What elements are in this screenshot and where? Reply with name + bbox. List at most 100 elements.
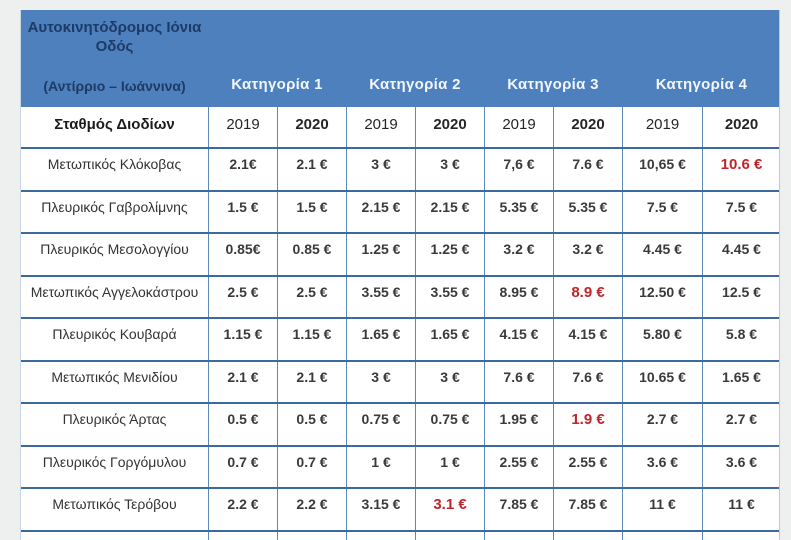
toll-value: 7.85 € bbox=[553, 489, 622, 530]
toll-value: 3.55 € bbox=[415, 276, 484, 317]
toll-value: 12.50 € bbox=[622, 276, 702, 317]
station-name: Μετωπικός Κλόκοβας bbox=[47, 156, 182, 172]
year-header-2020: 2020 bbox=[277, 107, 346, 147]
toll-value: 1.65 € bbox=[702, 361, 779, 402]
toll-value: 4.45 € bbox=[702, 234, 779, 275]
toll-value: 3 € bbox=[346, 149, 415, 190]
motorway-route: (Αντίρριο – Ιωάννινα) bbox=[43, 78, 186, 94]
toll-value: 7,6 € bbox=[484, 149, 553, 190]
toll-value: 3.2 € bbox=[484, 234, 553, 275]
toll-value-highlighted: 1.9 € bbox=[553, 404, 622, 445]
toll-value: 2.2 € bbox=[208, 489, 277, 530]
toll-value: 2.5 € bbox=[277, 276, 346, 317]
table-row: Μετωπικός Κλόκοβας 2.1€ 2.1 €3 €3 €7,6 €7.… bbox=[21, 149, 779, 192]
toll-value: 0.7 € bbox=[208, 446, 277, 487]
toll-value: 8.95 € bbox=[484, 276, 553, 317]
toll-value: 2.7 € bbox=[622, 404, 702, 445]
motorway-title: Αυτοκινητόδρομος Ιόνια Οδός bbox=[28, 18, 202, 56]
toll-value: 1.25 € bbox=[415, 234, 484, 275]
table-row: Μετωπικός Μενιδίου 2.1 €2.1 €3 €3 €7.6 €7… bbox=[21, 361, 779, 404]
toll-value: 1 € bbox=[415, 446, 484, 487]
toll-value: 2.55 € bbox=[553, 446, 622, 487]
toll-value: 1.15 € bbox=[208, 319, 277, 360]
toll-value: 0.5 € bbox=[208, 404, 277, 445]
toll-value: 2.1 € bbox=[277, 149, 346, 190]
toll-value: 0.85 € bbox=[277, 234, 346, 275]
toll-value: 4.15 € bbox=[553, 319, 622, 360]
station-column-header: Σταθμός Διοδίων bbox=[54, 116, 175, 133]
station-name: Μετωπικός Μενιδίου bbox=[51, 368, 178, 385]
toll-value: 2.1 € bbox=[277, 361, 346, 402]
toll-value: 10,65 € bbox=[622, 149, 702, 190]
toll-value: 5.80 € bbox=[622, 319, 702, 360]
station-name: Μετωπικός Τερόβου bbox=[52, 496, 177, 512]
station-name: Πλευρικός Άρτας bbox=[62, 411, 167, 427]
toll-value: 2.5 € bbox=[208, 276, 277, 317]
toll-value: 2.2 € bbox=[277, 489, 346, 530]
toll-value: 1.25 € bbox=[346, 234, 415, 275]
table-row: Πλευρικός Γοργόμυλου 0.7 €0.7 €1 €1 €2.55… bbox=[21, 446, 779, 489]
table-row: Μετωπικός Αγγελοκάστρου 2.5 €2.5 €3.55 €3… bbox=[21, 276, 779, 319]
table-header: Αυτοκινητόδρομος Ιόνια Οδός (Αντίρριο – … bbox=[21, 10, 779, 107]
toll-value: 1.65 € bbox=[346, 319, 415, 360]
toll-value: 0.5 € bbox=[277, 404, 346, 445]
toll-value: 3.6 € bbox=[702, 446, 779, 487]
toll-value-highlighted: 10.6 € bbox=[702, 149, 779, 190]
toll-value: 7.6 € bbox=[553, 149, 622, 190]
table-row: Πλευρικός Γαβρολίμνης 1.5 €1.5 €2.15 €2.1… bbox=[21, 191, 779, 234]
toll-value: 4.15 € bbox=[484, 319, 553, 360]
toll-value: 1.15 € bbox=[277, 319, 346, 360]
toll-value: 3 € bbox=[346, 361, 415, 402]
toll-value: 2.55 € bbox=[484, 446, 553, 487]
toll-value: 3.15 € bbox=[346, 489, 415, 530]
toll-value: 2.15 € bbox=[346, 191, 415, 232]
toll-value: 7.6 € bbox=[484, 361, 553, 402]
toll-value: 3 € bbox=[415, 361, 484, 402]
station-name: Πλευρικός Γαβρολίμνης bbox=[41, 198, 188, 215]
toll-value-highlighted: 8.9 € bbox=[553, 276, 622, 317]
toll-value: 5.8 € bbox=[702, 319, 779, 360]
year-header-2020: 2020 bbox=[702, 107, 779, 147]
cut-off-row bbox=[21, 531, 779, 540]
station-name: Μετωπικός Αγγελοκάστρου bbox=[30, 283, 199, 300]
category-3-header: Κατηγορία 3 bbox=[507, 76, 599, 93]
year-header-2019: 2019 bbox=[208, 107, 277, 147]
station-name: Πλευρικός Κουβαρά bbox=[52, 326, 177, 342]
toll-value: 4.45 € bbox=[622, 234, 702, 275]
year-header-2020: 2020 bbox=[415, 107, 484, 147]
toll-value-highlighted: 3.1 € bbox=[415, 489, 484, 530]
year-header-row: Σταθμός Διοδίων 2019 2020 2019 2020 2019… bbox=[21, 107, 779, 149]
toll-price-table: Αυτοκινητόδρομος Ιόνια Οδός (Αντίρριο – … bbox=[20, 10, 780, 540]
toll-value: 1.5 € bbox=[208, 191, 277, 232]
toll-value: 7.5 € bbox=[702, 191, 779, 232]
toll-value: 0.75 € bbox=[346, 404, 415, 445]
motorway-title-line2: Οδός bbox=[95, 38, 134, 55]
toll-value: 3.6 € bbox=[622, 446, 702, 487]
toll-value: 7.85 € bbox=[484, 489, 553, 530]
table-row: Πλευρικός Άρτας 0.5 €0.5 €0.75 €0.75 €1.9… bbox=[21, 404, 779, 447]
toll-value: 12.5 € bbox=[702, 276, 779, 317]
year-header-2020: 2020 bbox=[553, 107, 622, 147]
year-header-2019: 2019 bbox=[622, 107, 702, 147]
toll-value: 3.55 € bbox=[346, 276, 415, 317]
toll-value: 3.2 € bbox=[553, 234, 622, 275]
toll-value: 1.95 € bbox=[484, 404, 553, 445]
toll-value: 5.35 € bbox=[553, 191, 622, 232]
toll-value: 2.15 € bbox=[415, 191, 484, 232]
year-header-2019: 2019 bbox=[484, 107, 553, 147]
toll-value: 10.65 € bbox=[622, 361, 702, 402]
table-body: Μετωπικός Κλόκοβας 2.1€ 2.1 €3 €3 €7,6 €7.… bbox=[21, 149, 779, 532]
table-row: Μετωπικός Τερόβου 2.2 €2.2 €3.15 €3.1 €7.… bbox=[21, 489, 779, 532]
station-name: Πλευρικός Μεσολογγίου bbox=[40, 241, 189, 257]
toll-value: 0.75 € bbox=[415, 404, 484, 445]
toll-value: 0.7 € bbox=[277, 446, 346, 487]
category-2-header: Κατηγορία 2 bbox=[369, 76, 461, 93]
toll-value: 2.1€ bbox=[208, 149, 277, 190]
toll-value: 11 € bbox=[702, 489, 779, 530]
toll-value: 3 € bbox=[415, 149, 484, 190]
toll-value: 0.85€ bbox=[208, 234, 277, 275]
station-name: Πλευρικός Γοργόμυλου bbox=[42, 453, 187, 470]
toll-value: 2.1 € bbox=[208, 361, 277, 402]
toll-value: 7.5 € bbox=[622, 191, 702, 232]
